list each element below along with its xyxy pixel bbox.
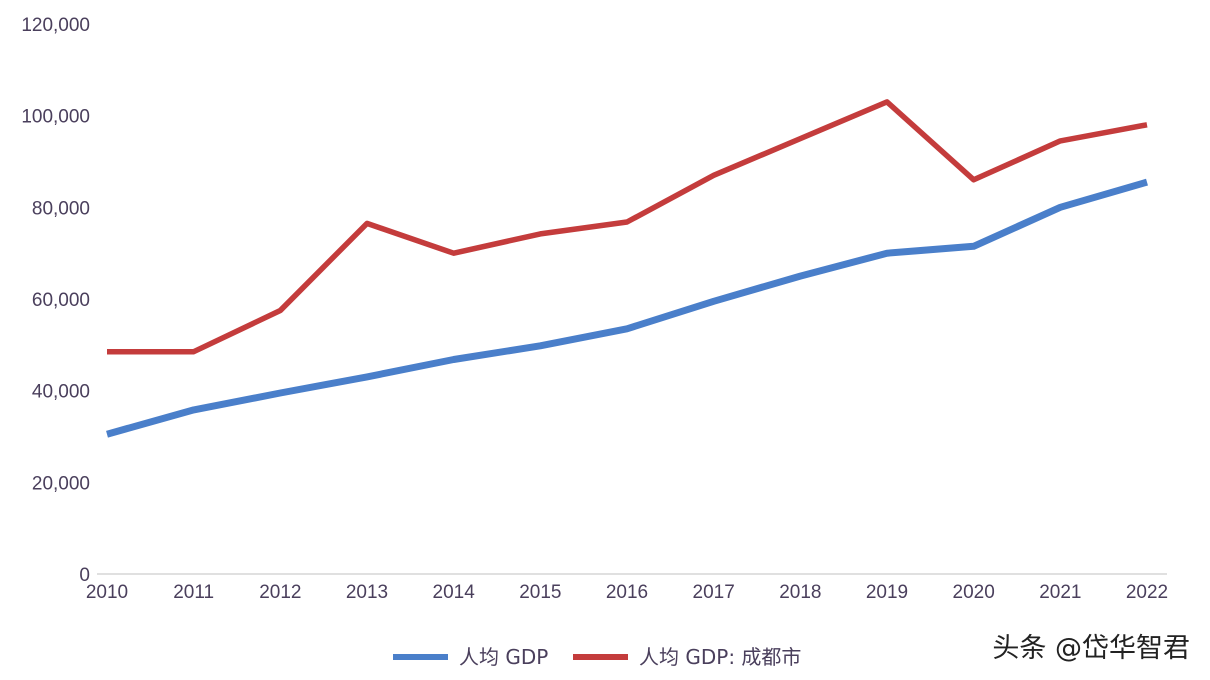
x-tick-label: 2021 <box>1039 582 1081 603</box>
series-layer <box>106 99 1148 438</box>
x-tick-label: 2019 <box>866 582 908 603</box>
x-tick-label: 2022 <box>1126 582 1168 603</box>
x-tick-label: 2015 <box>519 582 561 603</box>
x-tick-label: 2016 <box>606 582 648 603</box>
y-tick-label: 120,000 <box>21 15 90 36</box>
watermark-text: 头条 @岱华智君 <box>992 633 1190 664</box>
x-axis: 2010 2011 2012 2013 2014 2015 2016 2017 2018 2019… <box>86 573 1168 603</box>
legend: 人均 GDP 人均 GDP: 成都市 <box>393 645 801 669</box>
y-axis: 0 20,000 40,000 60,000 80,000 100,000 120,000 <box>21 15 90 586</box>
x-tick-label: 2012 <box>259 582 301 603</box>
y-tick-label: 20,000 <box>32 473 90 494</box>
x-tick-label: 2017 <box>693 582 735 603</box>
series-line-2 <box>107 99 1148 355</box>
x-tick-label: 2013 <box>346 582 388 603</box>
x-tick-label: 2014 <box>433 582 476 603</box>
y-tick-label: 0 <box>79 565 90 586</box>
series-line-1 <box>106 178 1148 438</box>
legend-label-1: 人均 GDP <box>459 645 548 669</box>
y-tick-label: 100,000 <box>21 107 90 128</box>
y-tick-label: 60,000 <box>32 290 90 311</box>
x-tick-label: 2018 <box>779 582 821 603</box>
x-tick-label: 2020 <box>953 582 995 603</box>
y-tick-label: 80,000 <box>32 198 90 219</box>
legend-label-2: 人均 GDP: 成都市 <box>639 645 801 669</box>
x-tick-label: 2011 <box>173 582 214 603</box>
x-tick-label: 2010 <box>86 582 128 603</box>
y-tick-label: 40,000 <box>32 382 90 403</box>
